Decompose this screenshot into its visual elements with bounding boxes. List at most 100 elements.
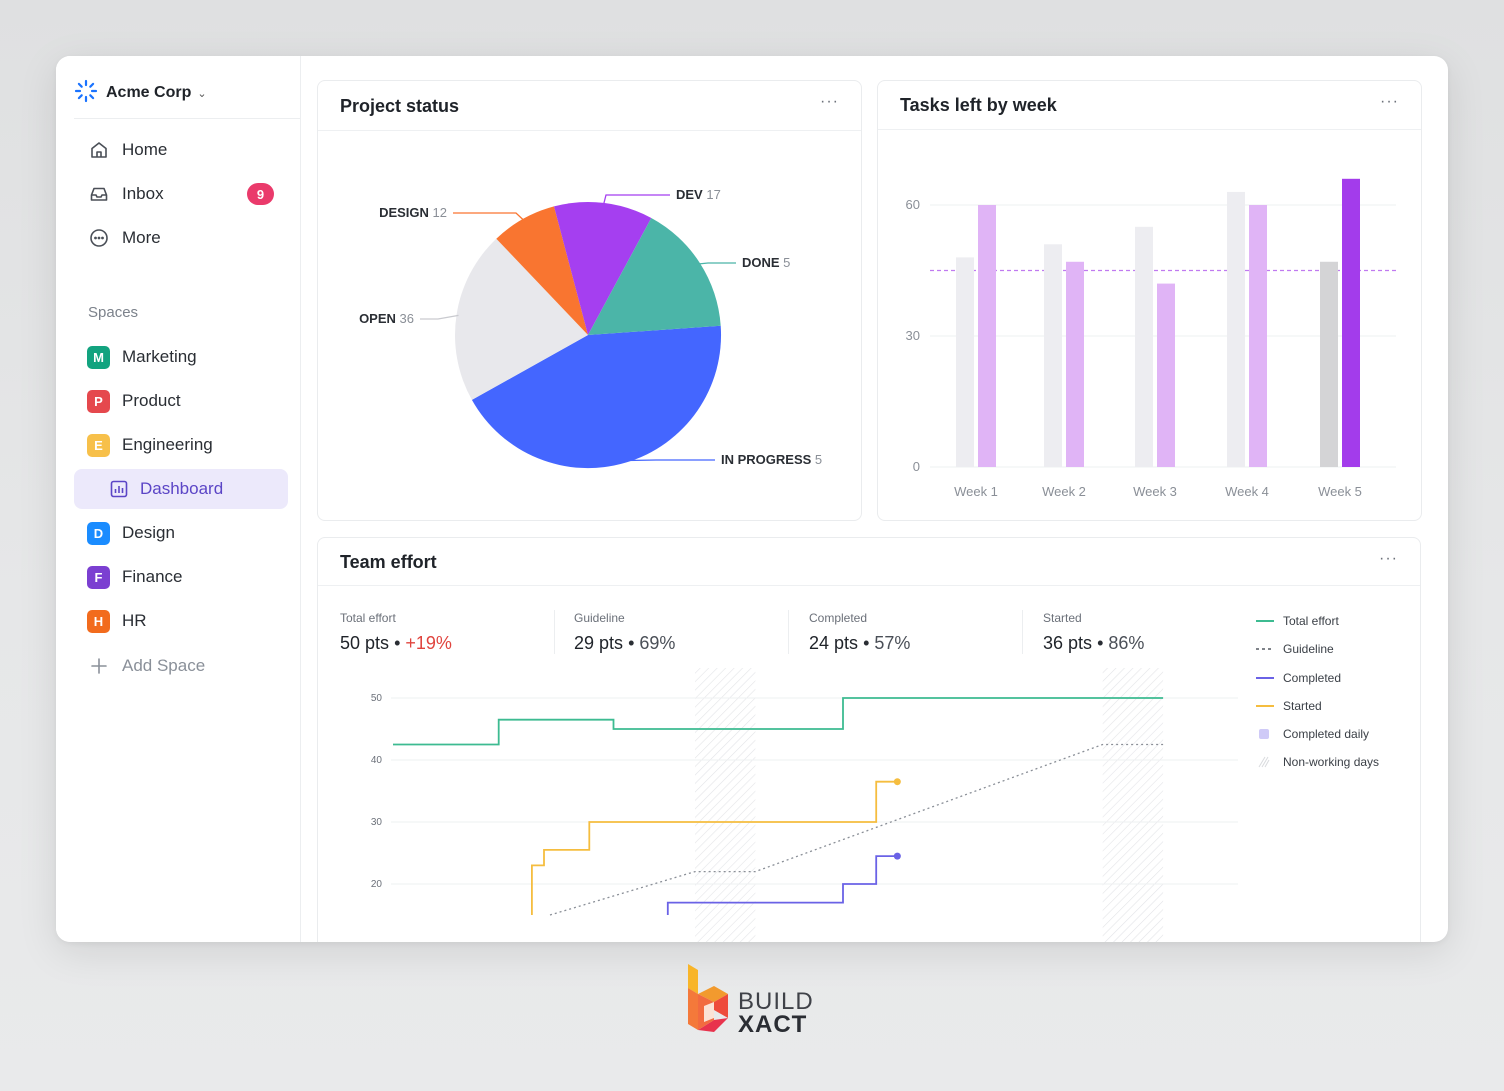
spaces-heading: Spaces: [88, 304, 139, 321]
stat-label: Total effort: [340, 611, 396, 625]
space-design[interactable]: D Design: [74, 513, 288, 553]
non-working-region: [695, 668, 756, 942]
pie-slice: [554, 201, 652, 335]
y-tick-label: 60: [906, 197, 920, 212]
pie-label: OPEN 36: [359, 311, 414, 326]
bar: [1320, 261, 1338, 467]
legend-item: Guideline: [1256, 641, 1334, 657]
space-engineering[interactable]: E Engineering: [74, 425, 288, 465]
space-label: Product: [122, 391, 181, 410]
y-tick-label: 30: [906, 328, 920, 343]
space-avatar: P: [87, 389, 110, 413]
stat-label: Guideline: [574, 611, 625, 625]
nav-inbox[interactable]: Inbox 9: [74, 174, 288, 214]
bar: [1135, 226, 1153, 467]
legend-item: Completed daily: [1256, 726, 1369, 742]
dashed-line-swatch-icon: [1256, 647, 1274, 651]
pie-slice: [471, 325, 722, 469]
leader-line: [420, 314, 459, 320]
pie-slice: [455, 238, 588, 400]
pie-label: DONE 5: [742, 255, 790, 270]
brand-line1: BUILD: [738, 988, 814, 1015]
card-header: Project status ···: [318, 81, 861, 131]
stat-label: Started: [1043, 611, 1082, 625]
bar: [1044, 244, 1062, 467]
pie-slice: [588, 218, 721, 335]
card-menu-button[interactable]: ···: [820, 93, 839, 110]
line-swatch-icon: [1256, 676, 1274, 680]
leader-line: [602, 194, 670, 206]
space-avatar: H: [87, 609, 110, 633]
series-end-marker: [893, 852, 901, 860]
legend-item: Total effort: [1256, 613, 1339, 629]
legend-label: Completed daily: [1283, 727, 1370, 741]
workspace-logo-icon: [74, 79, 98, 108]
series-line: [549, 743, 1164, 916]
stat-value: 50 pts • +19%: [340, 633, 452, 653]
app-window: Acme Corp ⌄ Home Inbox 9 More Spaces M: [56, 56, 1448, 942]
card-menu-button[interactable]: ···: [1379, 550, 1398, 567]
nav-more[interactable]: More: [74, 218, 288, 258]
legend-item: Completed: [1256, 670, 1341, 686]
chevron-down-icon: ⌄: [197, 87, 207, 100]
legend-item: Started: [1256, 698, 1322, 714]
non-working-region: [1102, 668, 1164, 942]
square-swatch-icon: [1256, 728, 1274, 740]
leader-line: [625, 459, 715, 462]
series-line: [530, 780, 898, 915]
space-marketing[interactable]: M Marketing: [74, 337, 288, 377]
bar: [1249, 205, 1267, 467]
dashboard-icon: [108, 478, 130, 500]
y-tick-label: 40: [371, 755, 383, 766]
brand-mark-icon: [688, 964, 728, 1032]
divider: [1022, 610, 1023, 654]
nav-home-label: Home: [122, 140, 168, 159]
team-effort-line-chart: 20 30 40 50: [371, 668, 1238, 942]
series-end-marker: [893, 778, 901, 786]
bar: [1227, 191, 1245, 467]
space-product[interactable]: P Product: [74, 381, 288, 421]
space-hr[interactable]: H HR: [74, 601, 288, 641]
x-tick-label: Week 4: [1225, 484, 1269, 499]
pie-chart: IN PROGRESS 5 OPEN 36 DESIGN 12 DEV 17 DONE …: [359, 187, 822, 469]
brand-line2: XACT: [738, 1011, 807, 1038]
space-avatar: E: [87, 433, 110, 457]
more-circle-icon: [88, 227, 110, 249]
stat-value: 36 pts • 86%: [1043, 633, 1145, 653]
inbox-count-badge: 9: [247, 183, 274, 205]
legend-label: Total effort: [1283, 614, 1339, 628]
space-item-dashboard[interactable]: Dashboard: [74, 469, 288, 509]
card-title: Project status: [340, 96, 460, 116]
add-space-label: Add Space: [122, 656, 206, 675]
bar-chart: 0 30 60 Week 1 Week 2 Week 3 Week 4 Week 5: [906, 178, 1396, 499]
legend-label: Started: [1283, 699, 1322, 713]
pie-label: DEV 17: [676, 187, 721, 202]
card-title: Tasks left by week: [900, 95, 1057, 115]
y-tick-label: 50: [371, 693, 383, 704]
space-label: Engineering: [122, 435, 213, 454]
bar: [1342, 178, 1360, 468]
space-label: Marketing: [122, 347, 197, 366]
space-avatar: F: [87, 565, 110, 589]
card-header: Tasks left by week ···: [878, 81, 1421, 130]
sidebar: Acme Corp ⌄ Home Inbox 9 More Spaces M: [56, 56, 301, 942]
space-finance[interactable]: F Finance: [74, 557, 288, 597]
bar: [978, 205, 996, 467]
team-effort-card: Team effort ··· Total effort 50 pts • +1…: [317, 537, 1421, 942]
nav-home[interactable]: Home: [74, 130, 288, 170]
bar: [1157, 283, 1175, 467]
hatch-swatch-icon: [1256, 756, 1274, 768]
leader-line: [453, 212, 525, 222]
add-space-button[interactable]: Add Space: [74, 646, 288, 686]
x-tick-label: Week 1: [954, 484, 998, 499]
nav-inbox-label: Inbox: [122, 184, 164, 203]
workspace-switcher[interactable]: Acme Corp ⌄: [74, 79, 207, 108]
card-menu-button[interactable]: ···: [1380, 93, 1399, 110]
home-icon: [88, 139, 110, 161]
stat-label: Completed: [809, 611, 868, 625]
bar: [956, 257, 974, 467]
stat-value: 24 pts • 57%: [809, 633, 911, 653]
x-tick-label: Week 3: [1133, 484, 1177, 499]
series-line: [666, 855, 898, 915]
divider: [554, 610, 555, 654]
